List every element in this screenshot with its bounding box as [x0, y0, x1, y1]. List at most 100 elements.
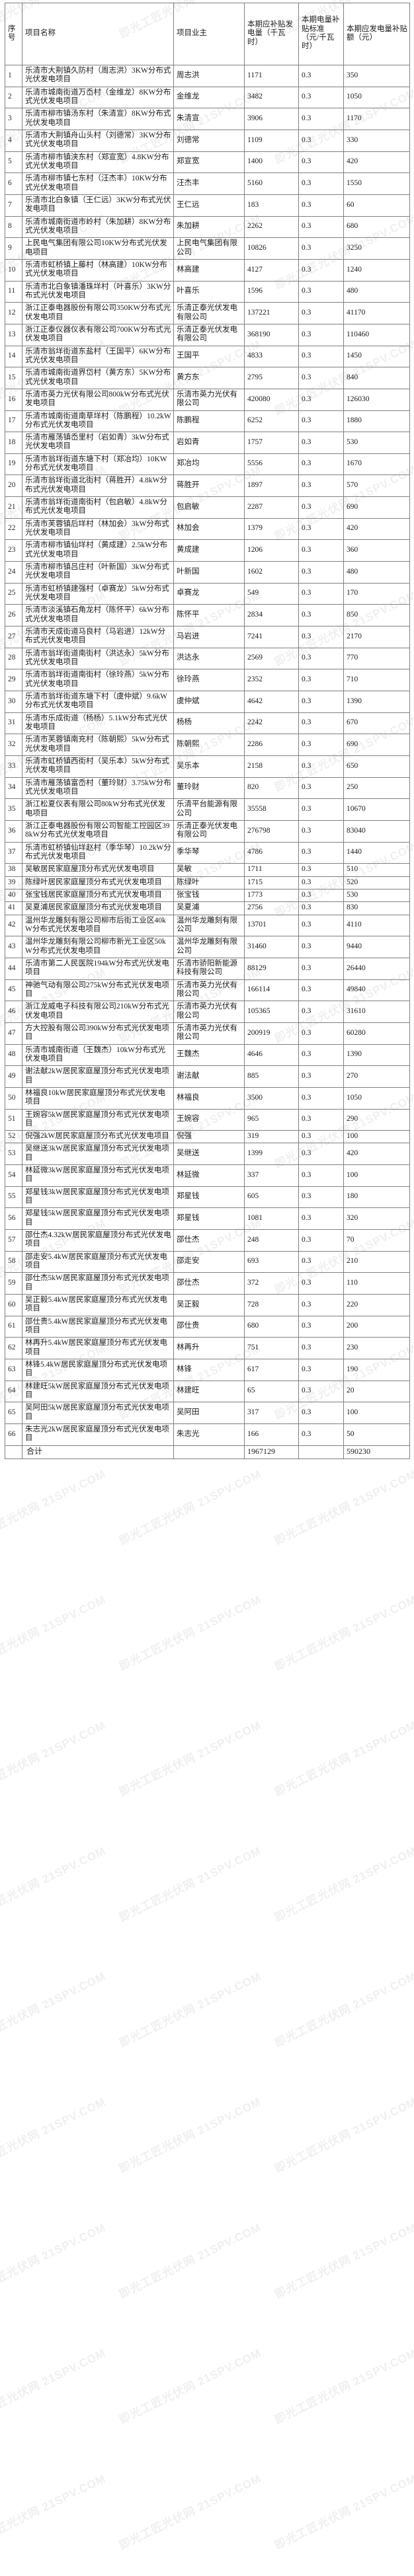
row-project-name: 浙江正泰仪器仪表有限公司700KW分布式光伏发电项目 — [22, 323, 174, 346]
row-project-name: 乐清市城南街道万岙村（金维龙）8KW分布式光伏发电项目 — [22, 86, 174, 109]
row-quantity: 13701 — [244, 914, 299, 937]
row-quantity: 3906 — [244, 108, 299, 130]
row-project-name: 乐清市城南街道界岱村（黄方东）5KW分布式光伏发电项目 — [22, 367, 174, 389]
row-owner: 金维龙 — [173, 86, 245, 109]
table-row: 40 张宝钱居民家庭屋顶分布式光伏发电项目 张宝钱 1773 0.3 530 — [5, 888, 410, 903]
row-amount: 420 — [343, 1143, 410, 1166]
row-standard: 0.3 — [298, 280, 344, 303]
row-standard: 0.3 — [298, 388, 344, 411]
row-amount: 1670 — [343, 453, 410, 476]
row-index: 36 — [5, 819, 22, 843]
row-quantity: 751 — [244, 1337, 299, 1360]
row-amount: 1390 — [343, 1043, 410, 1067]
row-owner: 杨杨 — [173, 712, 245, 735]
row-amount: 170 — [343, 582, 410, 605]
row-owner: 林加会 — [173, 517, 245, 541]
row-index: 50 — [5, 1086, 22, 1110]
row-standard: 0.3 — [298, 1402, 344, 1425]
row-project-name: 乐清市虹桥镇仙垟赵村（季华琴）10.2kW分布式光伏发电项目 — [22, 841, 174, 864]
table-row: 11 乐清市北白象镇潘珠垟村（叶喜乐）3KW分布式光伏发电项目 叶喜乐 1596 0.3… — [5, 280, 410, 303]
column-header-quantity: 本期应补贴发电量（千瓦时） — [244, 3, 299, 65]
row-amount: 680 — [343, 215, 410, 239]
row-owner: 林建旺 — [173, 1380, 245, 1403]
row-index: 10 — [5, 258, 22, 282]
row-standard: 0.3 — [298, 172, 344, 195]
watermark-text: 即光工匠光伏网 21SPV.COM — [272, 1593, 414, 1673]
row-index: 66 — [5, 1423, 22, 1446]
table-row: 41 吴夏浦居民家庭屋顶分布式光伏发电项目 吴夏浦 2756 0.3 830 — [5, 901, 410, 915]
row-amount: 770 — [343, 647, 410, 670]
row-amount: 420 — [343, 151, 410, 174]
row-owner: 上民电气集团有限公司 — [173, 237, 245, 260]
row-quantity: 1171 — [244, 65, 299, 87]
row-index: 65 — [5, 1402, 22, 1425]
row-project-name: 林再升5.4kW居民家庭屋顶分布式光伏发电项目 — [22, 1337, 174, 1360]
row-index: 33 — [5, 755, 22, 778]
row-amount: 1050 — [343, 86, 410, 109]
table-row: 59 邵仕杰5kW居民家庭屋顶分布式光伏发电项目 邵仕杰 372 0.3 110 — [5, 1272, 410, 1295]
row-index: 55 — [5, 1186, 22, 1209]
row-quantity: 105365 — [244, 1001, 299, 1023]
row-quantity: 2158 — [244, 755, 299, 778]
row-project-name: 吴敏居民家庭屋顶分布式光伏发电项目 — [22, 863, 174, 877]
row-project-name: 乐清市北白象镇（王仁远）3KW分布式光伏发电项目 — [22, 194, 174, 217]
watermark-text: 即光工匠光伏网 21SPV.COM — [117, 2346, 264, 2427]
row-index: 43 — [5, 936, 22, 958]
row-owner: 陈怀平 — [173, 604, 245, 627]
row-standard: 0.3 — [298, 1423, 344, 1446]
row-owner: 邵走安 — [173, 1250, 245, 1273]
row-owner: 王国平 — [173, 345, 245, 368]
row-quantity: 1596 — [244, 280, 299, 303]
total-quantity: 1967129 — [244, 1445, 299, 1459]
row-index: 17 — [5, 410, 22, 433]
table-row: 47 方大控股有限公司390kW分布式光伏发电项目 乐清市英力光伏有限公司 20091… — [5, 1022, 410, 1045]
row-quantity: 4646 — [244, 1043, 299, 1067]
row-standard: 0.3 — [298, 237, 344, 260]
table-row: 62 林再升5.4kW居民家庭屋顶分布式光伏发电项目 林再升 751 0.3 230 — [5, 1337, 410, 1360]
watermark-text: 即光工匠光伏网 21SPV.COM — [117, 1467, 264, 1548]
watermark-text: 即光工匠光伏网 21SPV.COM — [117, 2095, 264, 2176]
row-amount: 31610 — [343, 1001, 410, 1023]
row-project-name: 乐清市柳市镇汤东村（朱清宣）8KW分布式光伏发电项目 — [22, 108, 174, 130]
row-standard: 0.3 — [298, 86, 344, 109]
row-amount: 100 — [343, 1130, 410, 1144]
row-index: 5 — [5, 151, 22, 174]
row-owner: 邵仕贵 — [173, 1315, 245, 1338]
row-project-name: 浙江龙威电子科技有限公司210kW分布式光伏发电项目 — [22, 1001, 174, 1023]
row-standard: 0.3 — [298, 819, 344, 843]
row-owner: 乐清正泰光伏发电有限公司 — [173, 302, 245, 324]
row-owner: 季华琴 — [173, 841, 245, 864]
row-quantity: 65 — [244, 1380, 299, 1403]
row-project-name: 郑星钱3kW居民家庭屋顶分布式光伏发电项目 — [22, 1186, 174, 1209]
row-owner: 吴敏 — [173, 863, 245, 877]
row-standard: 0.3 — [298, 1294, 344, 1316]
row-project-name: 乐清市英力光伏有限公司800kW分布式光伏发电项目 — [22, 388, 174, 411]
row-owner: 刘德常 — [173, 129, 245, 152]
row-project-name: 朱志光2kW居民家庭屋顶分布式光伏发电项目 — [22, 1423, 174, 1446]
table-row: 12 浙江正泰电器股份有限公司350KW分布式光伏发电项目 乐清正泰光伏发电有限公司… — [5, 302, 410, 324]
row-quantity: 2242 — [244, 712, 299, 735]
row-standard: 0.3 — [298, 453, 344, 476]
row-amount: 1390 — [343, 691, 410, 713]
row-owner: 周志洪 — [173, 65, 245, 87]
row-standard: 0.3 — [298, 302, 344, 324]
row-index: 30 — [5, 691, 22, 713]
row-standard: 0.3 — [298, 1001, 344, 1023]
table-row: 39 陈绿叶居民家庭屋顶分布式光伏发电项目 陈绿叶 1715 0.3 520 — [5, 876, 410, 890]
row-standard: 0.3 — [298, 1315, 344, 1338]
table-row: 45 神驰气动有限公司275kW分布式光伏发电项目 乐清市英力光伏有限公司 16611… — [5, 979, 410, 1002]
row-amount: 480 — [343, 561, 410, 584]
row-owner: 林再升 — [173, 1337, 245, 1360]
row-standard: 0.3 — [298, 914, 344, 937]
table-row: 56 郑星钱5kW居民家庭屋顶分布式光伏发电项目 郑星钱 1081 0.3 320 — [5, 1207, 410, 1231]
row-owner: 林福良 — [173, 1086, 245, 1110]
row-index: 23 — [5, 539, 22, 562]
row-amount: 530 — [343, 888, 410, 903]
row-standard: 0.3 — [298, 345, 344, 368]
row-index: 20 — [5, 474, 22, 498]
column-header-index: 序号 — [5, 3, 22, 65]
row-owner: 邵仕杰 — [173, 1229, 245, 1252]
row-index: 45 — [5, 979, 22, 1002]
row-project-name: 神驰气动有限公司275kW分布式光伏发电项目 — [22, 979, 174, 1002]
table-row: 63 林锋5.4kW居民家庭屋顶分布式光伏发电项目 林锋 617 0.3 190 — [5, 1359, 410, 1381]
